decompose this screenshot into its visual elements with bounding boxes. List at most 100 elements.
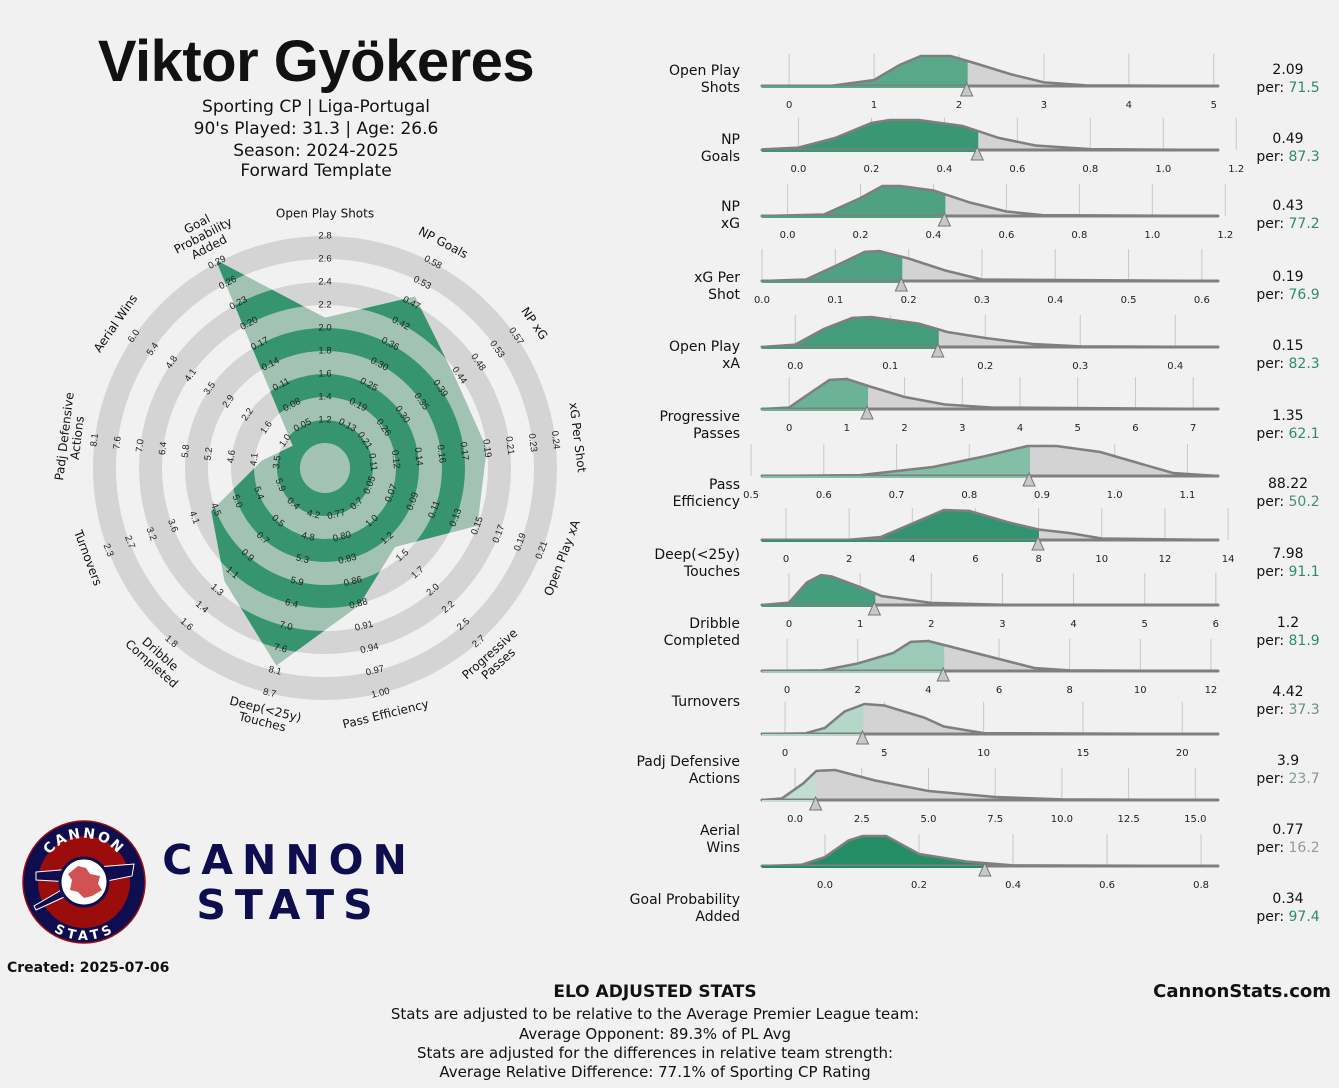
player-value-marker — [1031, 535, 1045, 551]
radar-tick-label: 0.91 — [354, 619, 375, 634]
density-curve — [761, 639, 1219, 673]
density-curve — [761, 768, 1219, 802]
density-percentile-fill — [762, 510, 1038, 540]
density-tick-label: 2 — [855, 685, 861, 696]
density-tick-label: 2 — [956, 100, 962, 111]
radar-tick-label: 0.11 — [366, 453, 379, 472]
cannon-stats-logo: CANNON STATS — [22, 820, 146, 944]
radar-tick-label: 4.1 — [248, 452, 261, 466]
metric-value: 0.49 per: 87.3 — [1233, 130, 1339, 166]
density-percentile-fill — [762, 771, 816, 800]
density-charts: 0 1 2 3 4 50.0 0.2 0.4 0.6 0.8 1.0 1.20.0 0.2 0.4 0.6 0… — [743, 54, 1244, 891]
player-value-marker — [970, 145, 985, 161]
metric-value-text: 0.43 — [1272, 198, 1304, 214]
density-tick-label: 10 — [1134, 685, 1147, 696]
radar-tick-label: 7.6 — [111, 436, 124, 450]
metric-label-line: Deep(<25y) — [654, 547, 740, 563]
radar-tick-label: 6.4 — [157, 441, 170, 455]
radar-band — [277, 420, 373, 516]
percentile-prefix: per: — [1256, 771, 1289, 787]
density-tick-label: 0.6 — [816, 490, 832, 501]
elo-line: Average Relative Difference: 77.1% of Sp… — [439, 1063, 871, 1081]
radar-tick-label: 7.0 — [278, 619, 293, 633]
percentile-prefix: per: — [1256, 564, 1289, 580]
metric-label: Aerial Wins — [540, 823, 740, 857]
metric-label-line: Touches — [683, 564, 740, 580]
density-percentile-fill — [762, 186, 945, 216]
player-value-marker — [930, 342, 945, 358]
percentile-value: 76.9 — [1288, 287, 1320, 303]
radar-tick-label: 0.97 — [365, 663, 386, 678]
density-percentile-fill — [762, 446, 1030, 476]
metric-label-line: Open Play — [668, 63, 740, 79]
metric-value: 1.2 per: 81.9 — [1233, 614, 1339, 650]
player-value-marker — [860, 404, 874, 420]
density-area — [762, 770, 1218, 800]
radar-axis-label: Actions — [68, 415, 87, 460]
density-area — [762, 379, 1218, 409]
density-curve — [761, 184, 1219, 218]
density-tick-label: 7.5 — [987, 814, 1003, 825]
metric-label: Pass Efficiency — [540, 477, 740, 511]
metric-label-line: xG — [720, 216, 740, 232]
density-row: 0.0 0.2 0.4 0.6 0.8 — [760, 834, 1220, 891]
radar-tick-label: 8.1 — [88, 433, 101, 447]
metric-label-line: Aerial — [699, 823, 740, 839]
density-tick-label: 0 — [786, 619, 792, 630]
density-tick-label: 8 — [1066, 685, 1072, 696]
density-row: 0 2 4 6 8 10 12 14 — [760, 508, 1234, 565]
density-tick-label: 2.5 — [854, 814, 870, 825]
radar-axis-label: Open Play Shots — [276, 207, 374, 221]
metric-label-line: Completed — [663, 633, 740, 649]
percentile-value: 91.1 — [1288, 564, 1320, 580]
metric-percentile: per: 37.3 — [1233, 701, 1339, 719]
percentile-value: 77.2 — [1288, 216, 1320, 232]
metric-label: Progressive Passes — [540, 409, 740, 443]
brand-line-1: CANNON — [162, 836, 416, 884]
radar-tick-label: 2.2 — [318, 300, 331, 311]
density-curve — [761, 377, 1219, 411]
radar-tick-label: 3.2 — [144, 526, 159, 542]
density-tick-label: 0.8 — [1193, 880, 1209, 891]
density-tick-label: 0.8 — [1082, 164, 1098, 175]
metric-percentile: per: 62.1 — [1233, 425, 1339, 443]
radar-tick-label: 5.4 — [251, 485, 266, 501]
density-tick-label: 0.4 — [926, 230, 942, 241]
density-percentile-fill — [762, 379, 868, 409]
density-curve — [761, 702, 1219, 736]
density-tick-label: 0.7 — [889, 490, 905, 501]
metric-value: 0.43 per: 77.2 — [1233, 197, 1339, 233]
density-tick-label: 0.0 — [817, 880, 833, 891]
density-tick-label: 5 — [1075, 423, 1081, 434]
density-tick-label: 0.2 — [853, 230, 869, 241]
density-curve — [761, 508, 1219, 542]
metric-label: NP xG — [540, 199, 740, 233]
radar-tick-label: 2.0 — [318, 323, 331, 334]
metric-label-line: Goal Probability — [629, 892, 740, 908]
radar-tick-label: 0.19 — [480, 439, 493, 459]
elo-line: Stats are adjusted for the differences i… — [416, 1044, 894, 1062]
density-tick-label: 1.0 — [1144, 230, 1160, 241]
player-value-marker — [1022, 471, 1036, 487]
percentile-prefix: per: — [1256, 633, 1289, 649]
density-tick-label: 5 — [1211, 100, 1217, 111]
density-row: 0 1 2 3 4 5 6 — [760, 573, 1220, 630]
percentile-value: 23.7 — [1288, 771, 1320, 787]
radar-tick-label: 4.1 — [187, 510, 202, 526]
density-tick-label: 1 — [857, 619, 863, 630]
density-tick-label: 0.8 — [961, 490, 977, 501]
density-tick-label: 1.2 — [1228, 164, 1244, 175]
created-date: Created: 2025-07-06 — [7, 960, 170, 976]
metric-label-line: Efficiency — [672, 494, 740, 510]
metric-value-text: 4.42 — [1272, 684, 1304, 700]
svg-text:STATS: STATS — [52, 922, 116, 944]
density-tick-label: 2 — [901, 423, 907, 434]
radar-chart: 1.2 1.4 1.6 1.8 2.0 2.2 2.4 2.6 2.8 Open Play Sho… — [52, 207, 589, 735]
density-tick-label: 0.3 — [974, 295, 990, 306]
metric-value: 0.77 per: 16.2 — [1233, 821, 1339, 857]
metric-value-text: 0.15 — [1272, 338, 1304, 354]
radar-tick-label: 0.83 — [337, 552, 358, 567]
metric-label-line: Added — [695, 909, 740, 925]
density-row: 0.5 0.6 0.7 0.8 0.9 1.0 1.1 — [743, 444, 1220, 501]
density-tick-label: 1 — [844, 423, 850, 434]
